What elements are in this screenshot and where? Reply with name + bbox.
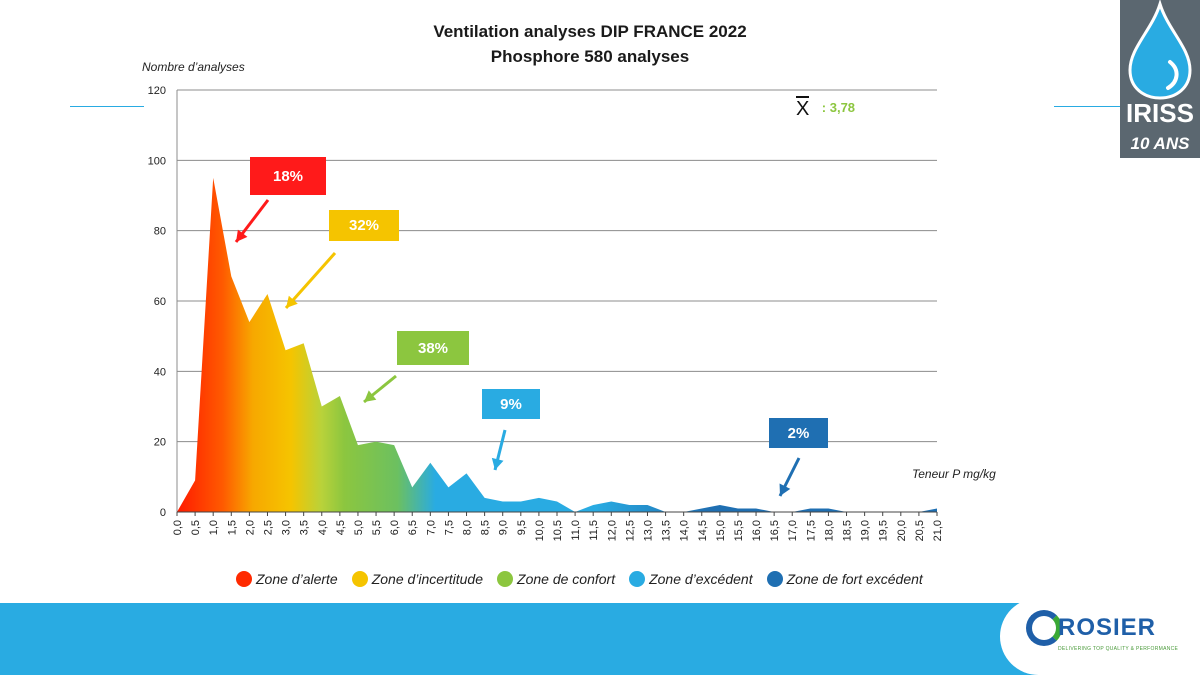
- y-tick-label: 60: [154, 296, 166, 308]
- x-tick-label: 14,0: [679, 520, 691, 541]
- y-tick-label: 100: [148, 155, 166, 167]
- iriss-logo: IRISS 10 ANS: [1120, 0, 1200, 158]
- decorative-line-right: [1054, 106, 1120, 107]
- y-tick-label: 20: [154, 437, 166, 449]
- zone-arrow-head: [491, 457, 504, 470]
- zone-arrow-head: [236, 229, 248, 242]
- x-tick-label: 8,0: [462, 520, 474, 535]
- decorative-line-left: [70, 106, 144, 107]
- x-tick-label: 16,0: [751, 520, 763, 541]
- legend-item-confort: Zone de confort: [497, 571, 615, 587]
- mean-annotation: X : 3,78: [796, 96, 855, 120]
- y-tick-label: 120: [148, 85, 166, 97]
- x-tick-label: 11,5: [588, 520, 600, 541]
- x-tick-label: 5,0: [353, 520, 365, 535]
- mean-value: : 3,78: [821, 100, 856, 115]
- iriss-anniversary: 10 ANS: [1130, 134, 1190, 153]
- y-tick-label: 40: [154, 366, 166, 378]
- legend-item-excedent: Zone d’excédent: [629, 571, 753, 587]
- x-tick-label: 6,0: [389, 520, 401, 535]
- x-tick-label: 7,0: [425, 520, 437, 535]
- rosier-logo: ROSIER DELIVERING TOP QUALITY & PERFORMA…: [1000, 598, 1200, 675]
- legend-marker: [629, 571, 646, 587]
- legend-marker: [766, 571, 783, 587]
- series-area: [177, 177, 937, 513]
- x-tick-label: 0,5: [190, 520, 202, 535]
- zone-label-excedent: 9%: [482, 389, 540, 419]
- x-tick-label: 9,5: [516, 520, 528, 535]
- rosier-emblem-icon: [1026, 610, 1062, 646]
- x-tick-label: 2,5: [262, 520, 274, 535]
- x-tick-label: 3,0: [281, 520, 293, 535]
- water-drop-icon: [1128, 0, 1192, 100]
- x-tick-label: 17,5: [805, 520, 817, 541]
- x-tick-label: 21,0: [932, 520, 944, 541]
- mean-symbol: X: [796, 96, 810, 120]
- x-tick-label: 15,0: [715, 520, 727, 541]
- legend-marker: [236, 571, 252, 587]
- x-tick-label: 19,0: [860, 520, 872, 541]
- x-tick-label: 10,0: [534, 520, 546, 541]
- zone-label-alerte: 18%: [250, 157, 326, 195]
- legend-label: Zone d’incertitude: [371, 571, 484, 587]
- x-tick-label: 9,0: [498, 520, 510, 535]
- y-tick-labels: 0 20 40 60 80 100 120: [148, 85, 166, 519]
- x-tick-label: 1,0: [208, 520, 220, 535]
- iriss-wordmark: IRISS: [1126, 98, 1194, 128]
- x-tick-label: 10,5: [552, 520, 564, 541]
- legend-label: Zone de fort excédent: [786, 571, 923, 587]
- x-tick-label: 7,5: [443, 520, 455, 535]
- x-tick-label: 19,5: [878, 520, 890, 541]
- x-tick-label: 13,0: [642, 520, 654, 541]
- x-tick-label: 4,5: [335, 520, 347, 535]
- chart-legend: Zone d’alerte Zone d’incertitude Zone de…: [236, 571, 937, 587]
- x-tick-label: 8,5: [480, 520, 492, 535]
- y-axis-label: Nombre d’analyses: [142, 60, 245, 74]
- zone-arrows: [234, 199, 801, 497]
- x-tick-label: 11,0: [570, 520, 582, 541]
- x-tick-label: 2,0: [244, 520, 256, 535]
- x-axis: 0,0 0,5 1,0 1,5 2,0 2,5 3,0 3,5 4,0 4,5 5,0 5,5 6,0 6…: [172, 511, 944, 541]
- legend-item-incertitude: Zone d’incertitude: [351, 571, 484, 587]
- x-tick-label: 20,0: [896, 520, 908, 541]
- x-tick-label: 17,0: [787, 520, 799, 541]
- legend-item-fort-excedent: Zone de fort excédent: [766, 571, 923, 587]
- zone-arrow-head: [364, 390, 377, 402]
- legend-marker: [351, 571, 368, 587]
- x-tick-label: 15,5: [733, 520, 745, 541]
- legend-label: Zone d’excédent: [649, 571, 753, 587]
- x-tick-label: 18,0: [823, 520, 835, 541]
- x-tick-label: 0,0: [172, 520, 184, 535]
- x-tick-label: 3,5: [299, 520, 311, 535]
- zone-arrow-head: [286, 295, 298, 308]
- x-tick-label: 13,5: [661, 520, 673, 541]
- x-tick-label: 18,5: [842, 520, 854, 541]
- legend-label: Zone d’alerte: [256, 571, 338, 587]
- x-tick-label: 12,0: [606, 520, 618, 541]
- zone-arrow: [284, 252, 337, 309]
- zone-label-confort: 38%: [397, 331, 469, 365]
- legend-marker: [497, 571, 514, 587]
- rosier-tagline: DELIVERING TOP QUALITY & PERFORMANCE: [1058, 646, 1179, 652]
- zone-label-fort-excedent: 2%: [769, 418, 828, 448]
- chart-title: Ventilation analyses DIP FRANCE 2022: [433, 22, 747, 41]
- y-tick-label: 80: [154, 226, 166, 238]
- zone-label-incertitude: 32%: [329, 210, 399, 241]
- y-tick-label: 0: [160, 507, 166, 519]
- x-tick-label: 5,5: [371, 520, 383, 535]
- legend-label: Zone de confort: [517, 571, 616, 587]
- rosier-wordmark: ROSIER: [1058, 614, 1157, 641]
- x-tick-label: 16,5: [769, 520, 781, 541]
- x-tick-label: 14,5: [697, 520, 709, 541]
- chart-subtitle: Phosphore 580 analyses: [490, 47, 690, 66]
- x-axis-label: Teneur P mg/kg: [912, 467, 996, 481]
- x-tick-label: 1,5: [226, 520, 238, 535]
- x-tick-label: 12,5: [624, 520, 636, 541]
- legend-item-alerte: Zone d’alerte: [236, 571, 338, 587]
- zone-arrow-head: [779, 483, 791, 496]
- x-tick-label: 4,0: [317, 520, 329, 535]
- x-tick-label: 20,5: [914, 520, 926, 541]
- x-tick-label: 6,5: [407, 520, 419, 535]
